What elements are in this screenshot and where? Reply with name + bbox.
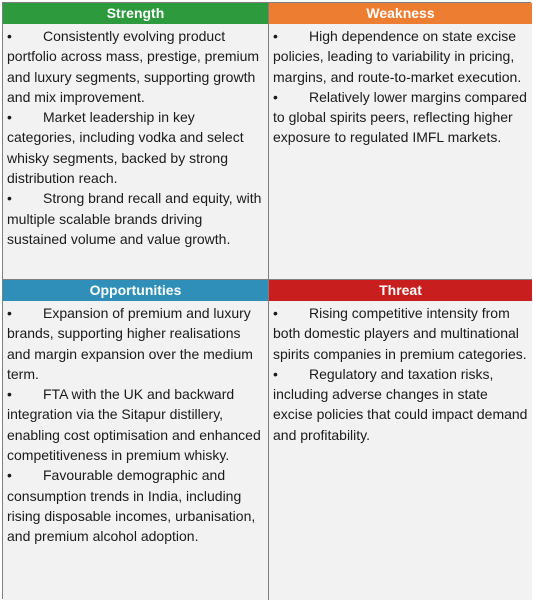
threat-header: Threat [269, 280, 532, 301]
bullet-text: Rising competitive intensity from both d… [273, 305, 527, 362]
weakness-quadrant: Weakness • High dependence on state excis… [269, 3, 532, 280]
bullet-item: • Expansion of premium and luxury brands,… [7, 303, 264, 384]
bullet-text: Favourable demographic and consumption t… [7, 467, 256, 545]
bullet-text: Relatively lower margins compared to glo… [273, 88, 527, 146]
threat-list: • Rising competitive intensity from both … [269, 301, 532, 445]
bullet-icon: • [273, 305, 278, 321]
threat-quadrant: Threat • Rising competitive intensity fro… [269, 280, 532, 600]
bullet-item: • Favourable demographic and consumption … [7, 465, 264, 546]
bullet-text: FTA with the UK and backward integration… [7, 386, 261, 464]
bullet-item: • Strong brand recall and equity, with mu… [7, 188, 264, 249]
bullet-text: Regulatory and taxation risks, including… [273, 365, 528, 443]
bullet-icon: • [273, 88, 278, 105]
bullet-icon: • [7, 109, 12, 126]
bullet-text: Expansion of premium and luxury brands, … [7, 305, 253, 382]
bullet-item: • FTA with the UK and backward integratio… [7, 384, 264, 465]
bullet-item: • Regulatory and taxation risks, includin… [273, 364, 528, 445]
bullet-icon: • [273, 365, 278, 382]
weakness-header: Weakness [269, 3, 532, 24]
bullet-item: • Relatively lower margins compared to gl… [273, 87, 528, 148]
bullet-text: Strong brand recall and equity, with mul… [7, 190, 262, 247]
strength-list: • Consistently evolving product portfolio… [3, 24, 268, 249]
bullet-icon: • [7, 305, 12, 321]
bullet-item: • High dependence on state excise policie… [273, 26, 528, 87]
opportunities-quadrant: Opportunities • Expansion of premium and … [3, 280, 269, 600]
bullet-icon: • [7, 28, 12, 44]
opportunities-header: Opportunities [3, 280, 268, 301]
bullet-icon: • [7, 467, 12, 484]
bullet-text: Consistently evolving product portfolio … [7, 28, 260, 105]
strength-header: Strength [3, 3, 268, 24]
bullet-icon: • [7, 386, 12, 403]
bullet-item: • Rising competitive intensity from both … [273, 303, 528, 364]
bullet-item: • Market leadership in key categories, in… [7, 107, 264, 188]
strength-quadrant: Strength • Consistently evolving product … [3, 3, 269, 280]
bullet-text: High dependence on state excise policies… [273, 28, 522, 85]
bullet-icon: • [7, 190, 12, 207]
bullet-text: Market leadership in key categories, inc… [7, 109, 244, 187]
opportunities-list: • Expansion of premium and luxury brands,… [3, 301, 268, 547]
bullet-item: • Consistently evolving product portfolio… [7, 26, 264, 107]
weakness-list: • High dependence on state excise policie… [269, 24, 532, 148]
bullet-icon: • [273, 28, 278, 44]
